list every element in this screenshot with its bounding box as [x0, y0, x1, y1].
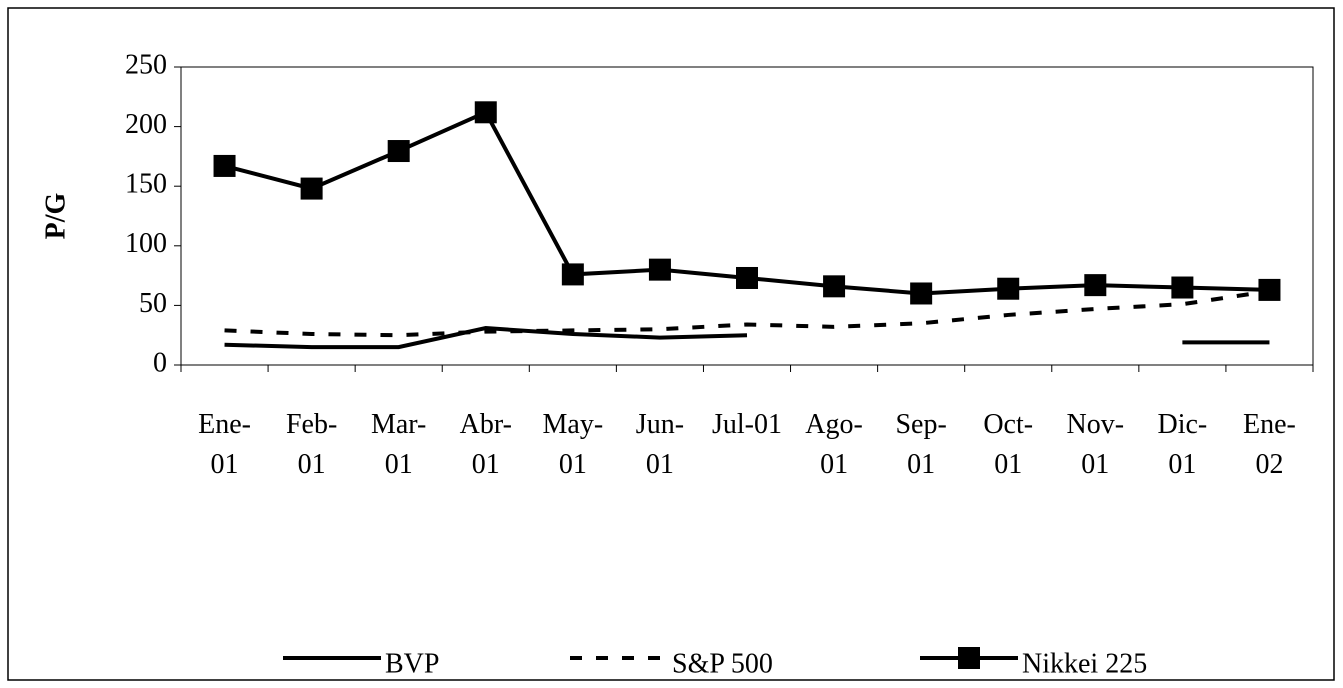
y-tick-label: 250	[125, 49, 167, 80]
x-tick-label: Ago-01	[805, 409, 863, 480]
y-tick-label: 50	[139, 288, 167, 319]
x-tick-label: Jul-01	[712, 409, 782, 440]
x-tick-label: Abr-01	[459, 409, 512, 480]
marker	[561, 263, 584, 286]
marker	[300, 177, 323, 200]
y-tick-label: 150	[125, 169, 167, 200]
series-line	[224, 109, 1270, 296]
legend-marker	[958, 647, 980, 669]
marker	[474, 101, 497, 124]
x-tick-label: Mar-01	[370, 409, 427, 480]
x-tick-label: May-01	[542, 409, 604, 480]
y-axis-label: P/G	[40, 192, 71, 239]
x-tick-label: Oct-01	[983, 409, 1034, 480]
x-tick-label: Ene-02	[1243, 409, 1296, 480]
legend-label: Nikkei 225	[1022, 648, 1147, 679]
x-tick-label: Dic-01	[1157, 409, 1208, 480]
marker	[387, 140, 410, 163]
y-tick-label: 0	[153, 347, 167, 378]
marker	[997, 277, 1020, 300]
marker	[1084, 274, 1107, 297]
x-tick-label: Sep-01	[895, 409, 947, 480]
y-tick-label: 100	[125, 228, 167, 259]
x-tick-label: Feb-01	[285, 409, 338, 480]
marker	[1171, 276, 1194, 299]
y-tick-label: 200	[125, 109, 167, 140]
series-line	[224, 326, 1270, 350]
marker	[1258, 278, 1281, 301]
series-line	[224, 289, 1270, 338]
legend-label: S&P 500	[672, 648, 773, 679]
plot-area	[180, 66, 1314, 366]
chart-border	[7, 7, 1335, 681]
x-tick-label: Ene-01	[198, 409, 251, 480]
marker	[648, 258, 671, 281]
x-tick-label: Jun-01	[635, 409, 685, 480]
x-tick-label: Nov-01	[1066, 409, 1125, 480]
marker	[213, 154, 236, 177]
legend-label: BVP	[385, 648, 439, 679]
marker	[910, 282, 933, 305]
marker	[736, 266, 758, 289]
marker	[823, 275, 846, 298]
